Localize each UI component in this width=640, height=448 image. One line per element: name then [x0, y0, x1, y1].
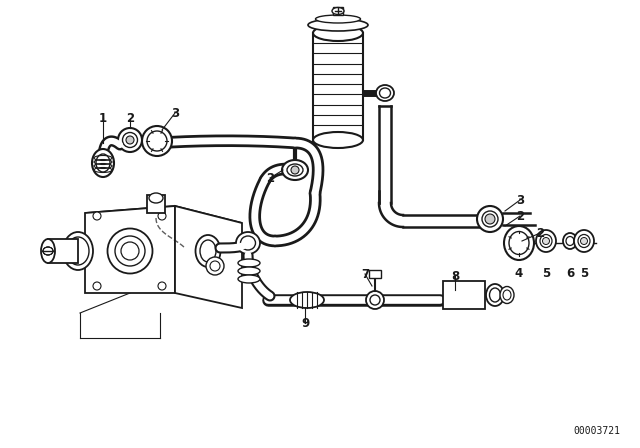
Ellipse shape — [486, 284, 504, 306]
Ellipse shape — [142, 126, 172, 156]
Bar — [147, 195, 165, 213]
Circle shape — [158, 282, 166, 290]
Text: 2: 2 — [266, 172, 274, 185]
Ellipse shape — [115, 236, 145, 266]
Polygon shape — [85, 206, 175, 293]
Text: 1: 1 — [99, 112, 107, 125]
Ellipse shape — [282, 160, 308, 180]
Polygon shape — [85, 206, 242, 230]
Circle shape — [543, 237, 550, 245]
Circle shape — [158, 212, 166, 220]
Ellipse shape — [316, 15, 360, 23]
Text: 4: 4 — [515, 267, 523, 280]
Ellipse shape — [108, 228, 152, 273]
Ellipse shape — [477, 206, 503, 232]
Ellipse shape — [67, 237, 89, 265]
Text: 7: 7 — [361, 267, 369, 280]
Ellipse shape — [236, 232, 260, 254]
Bar — [48, 239, 78, 263]
Ellipse shape — [380, 88, 390, 98]
Ellipse shape — [500, 287, 514, 303]
Ellipse shape — [195, 235, 221, 267]
Ellipse shape — [96, 154, 110, 172]
Ellipse shape — [149, 193, 163, 203]
Ellipse shape — [313, 132, 363, 148]
Ellipse shape — [366, 291, 384, 309]
Text: 2: 2 — [516, 210, 524, 223]
Text: 00003721: 00003721 — [573, 426, 620, 436]
Ellipse shape — [563, 233, 577, 249]
Circle shape — [93, 212, 101, 220]
Ellipse shape — [63, 232, 93, 270]
Ellipse shape — [566, 237, 574, 246]
Ellipse shape — [574, 230, 594, 252]
Bar — [369, 270, 381, 278]
Ellipse shape — [290, 292, 324, 308]
Text: 3: 3 — [516, 194, 524, 207]
Circle shape — [580, 237, 588, 245]
Text: 3: 3 — [171, 107, 179, 120]
Ellipse shape — [490, 288, 500, 302]
Ellipse shape — [210, 261, 220, 271]
Ellipse shape — [41, 239, 55, 263]
Bar — [313, 33, 363, 140]
Text: 5: 5 — [580, 267, 588, 280]
Text: 2: 2 — [126, 112, 134, 125]
Ellipse shape — [509, 232, 529, 254]
Text: 9: 9 — [301, 316, 309, 329]
Bar — [443, 281, 485, 309]
Ellipse shape — [92, 149, 114, 177]
Ellipse shape — [122, 133, 138, 147]
Polygon shape — [175, 206, 242, 308]
Ellipse shape — [540, 234, 552, 247]
Ellipse shape — [200, 240, 216, 262]
Ellipse shape — [482, 211, 498, 227]
Ellipse shape — [287, 164, 303, 176]
Ellipse shape — [118, 128, 142, 152]
Text: 6: 6 — [566, 267, 574, 280]
Bar — [333, 7, 343, 15]
Circle shape — [485, 214, 495, 224]
Ellipse shape — [238, 267, 260, 275]
Ellipse shape — [313, 25, 363, 41]
Ellipse shape — [503, 290, 511, 300]
Ellipse shape — [206, 257, 224, 275]
Ellipse shape — [504, 226, 534, 260]
Text: 2: 2 — [536, 227, 544, 240]
Ellipse shape — [308, 19, 368, 31]
Ellipse shape — [238, 275, 260, 283]
Ellipse shape — [332, 8, 344, 14]
Ellipse shape — [536, 230, 556, 252]
Ellipse shape — [578, 234, 590, 247]
Ellipse shape — [241, 236, 255, 250]
Circle shape — [126, 136, 134, 144]
Ellipse shape — [376, 85, 394, 101]
Circle shape — [93, 282, 101, 290]
Ellipse shape — [370, 295, 380, 305]
Text: 5: 5 — [542, 267, 550, 280]
Ellipse shape — [238, 259, 260, 267]
Text: 8: 8 — [451, 270, 459, 283]
Ellipse shape — [121, 242, 139, 260]
Ellipse shape — [147, 131, 167, 151]
Circle shape — [291, 166, 299, 174]
